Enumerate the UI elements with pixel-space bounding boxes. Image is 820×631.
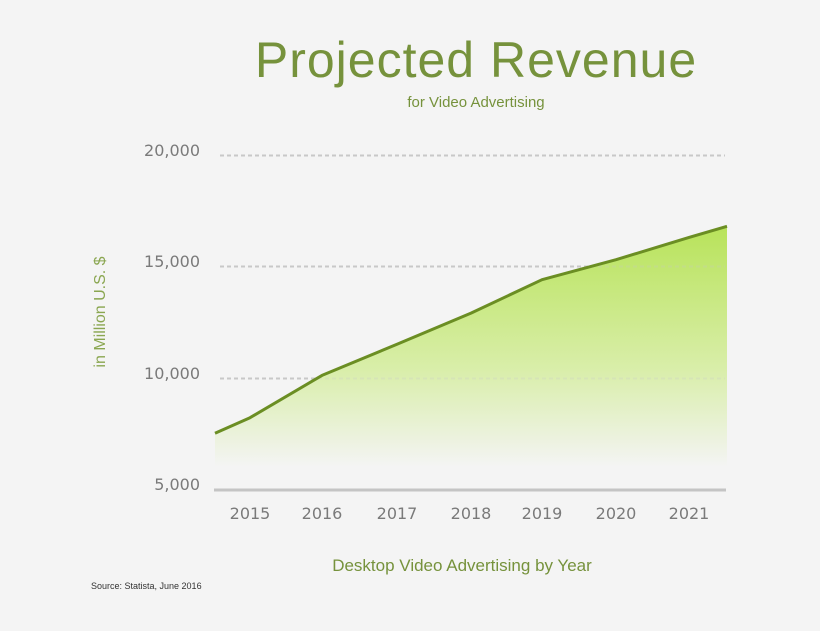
data-line — [214, 224, 728, 435]
x-tick-label: 2018 — [450, 504, 492, 523]
x-tick-label: 2020 — [595, 504, 637, 523]
y-tick-label: 15,000 — [144, 252, 200, 271]
y-tick-label: 5,000 — [154, 475, 200, 494]
x-axis-title: Desktop Video Advertising by Year — [332, 556, 592, 575]
y-tick-label: 20,000 — [144, 141, 200, 160]
x-tick-label: 2021 — [668, 504, 710, 523]
x-tick-label: 2017 — [376, 504, 418, 523]
area-fill — [215, 226, 727, 489]
chart-title: Projected Revenue — [254, 32, 698, 88]
y-tick-label: 10,000 — [144, 364, 200, 383]
source-note: Source: Statista, June 2016 — [91, 581, 202, 591]
x-tick-label: 2016 — [301, 504, 343, 523]
chart-subtitle: for Video Advertising — [407, 94, 545, 111]
x-tick-label: 2015 — [229, 504, 271, 523]
x-tick-label: 2019 — [521, 504, 563, 523]
gridlines-overlay — [220, 154, 725, 380]
y-axis-title: in Million U.S. $ — [92, 256, 109, 368]
